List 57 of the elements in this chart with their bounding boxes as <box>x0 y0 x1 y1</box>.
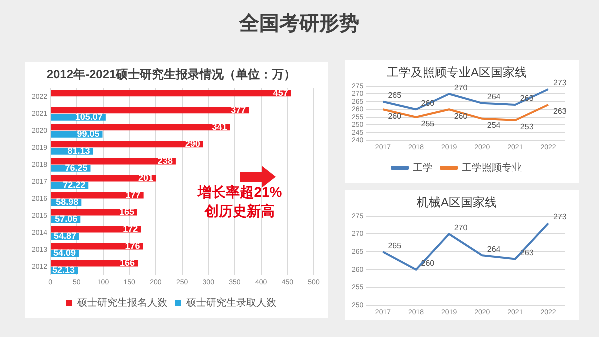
data-label: 57.06 <box>55 214 78 224</box>
data-label: 81.13 <box>68 146 90 156</box>
chart-title: 2012年-2021硕士研究生报录情况（单位：万） <box>46 68 296 82</box>
data-label: 253 <box>520 122 534 132</box>
bar <box>51 243 144 250</box>
bar <box>51 124 230 131</box>
data-label: 273 <box>553 78 568 88</box>
data-label: 177 <box>126 190 141 200</box>
data-label: 270 <box>454 83 468 92</box>
annotation: 创历史新高 <box>204 202 276 219</box>
data-label: 172 <box>123 224 138 234</box>
bar <box>51 90 292 97</box>
bar <box>51 141 204 148</box>
data-label: 377 <box>231 104 246 115</box>
chart-title: 机械A区国家线 <box>416 196 498 210</box>
data-label: 270 <box>454 223 468 232</box>
data-label: 201 <box>138 172 154 183</box>
bar <box>51 106 250 114</box>
legend-label: 硕士研究生报名人数 <box>76 296 168 309</box>
legend-label: 硕士研究生录取人数 <box>186 296 276 309</box>
annotation: 增长率超21% <box>197 184 283 200</box>
data-label: 255 <box>421 120 436 129</box>
legend-label: 工学 <box>413 162 433 174</box>
data-label: 260 <box>388 112 402 121</box>
data-label: 165 <box>119 206 135 217</box>
data-label: 54.87 <box>54 231 76 242</box>
bar <box>51 260 138 267</box>
bar <box>51 192 144 199</box>
data-label: 260 <box>454 112 468 121</box>
data-label: 265 <box>388 241 402 250</box>
legend-label: 工学照顾专业 <box>462 162 522 174</box>
data-label: 238 <box>158 156 173 166</box>
data-label: 290 <box>185 138 200 149</box>
bar <box>51 226 142 233</box>
text: 全国考研形势 <box>240 13 360 35</box>
data-label: 166 <box>120 258 136 268</box>
data-label: 273 <box>553 212 568 222</box>
data-label: 52.13 <box>52 265 76 276</box>
bar <box>51 158 176 165</box>
data-label: 457 <box>273 88 288 98</box>
data-label: 263 <box>520 248 534 258</box>
data-label: 72.22 <box>63 180 86 190</box>
data-label: 265 <box>388 91 402 100</box>
data-label: 105.07 <box>75 112 103 122</box>
data-label: 254 <box>487 121 502 130</box>
data-label: 176 <box>125 240 140 251</box>
bar <box>51 175 156 182</box>
data-label: 263 <box>553 107 568 116</box>
data-label: 264 <box>487 244 502 254</box>
data-label: 99.05 <box>77 129 100 140</box>
data-label: 58.98 <box>56 197 79 208</box>
data-label: 264 <box>487 92 502 102</box>
chart-title: 工学及照顾专业A区国家线 <box>386 66 528 80</box>
data-label: 76.25 <box>65 163 88 174</box>
data-label: 260 <box>421 259 436 268</box>
data-label: 54.09 <box>54 248 76 258</box>
data-label: 341 <box>212 122 228 132</box>
